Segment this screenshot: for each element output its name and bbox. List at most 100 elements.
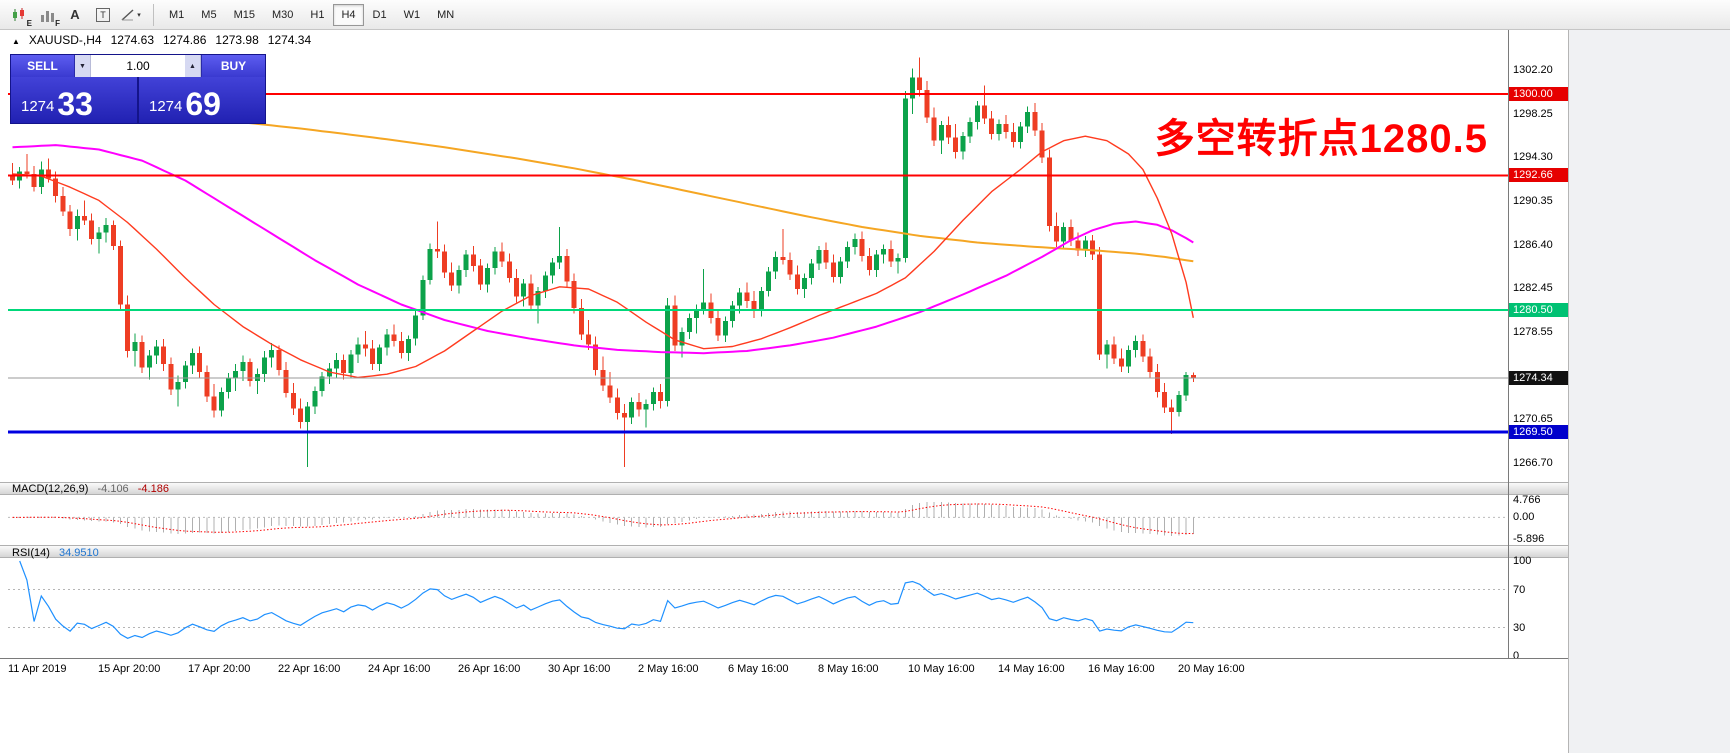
price-tick-label: 1286.40 [1513,238,1553,251]
drawing-tools-dropdown[interactable]: ▾ [118,3,144,27]
time-axis-label: 6 May 16:00 [728,663,789,675]
time-axis-label: 16 May 16:00 [1088,663,1155,675]
timeframe-button-H1[interactable]: H1 [310,8,325,21]
price-level-badge: 1269.50 [1509,424,1568,439]
sell-price-main: 1274 [21,98,55,115]
volume-increase-button[interactable]: ▲ [185,55,201,77]
price-tick-label: 1290.35 [1513,194,1553,207]
timeframe-button-W1[interactable]: W1 [403,8,421,21]
trendline-icon [121,8,134,21]
candlestick-chart-icon [13,7,24,21]
chart-text-annotation: 多空转折点1280.5 [1154,117,1488,161]
time-axis-label: 15 Apr 20:00 [98,663,161,675]
macd-scale-label: -5.896 [1513,533,1545,545]
rsi-title: RSI(14) [12,547,50,559]
sell-price-display[interactable]: 1274 33 [11,77,137,123]
chevron-down-icon: ▾ [137,11,141,19]
time-axis-label: 26 Apr 16:00 [458,663,521,675]
time-axis[interactable]: 11 Apr 2019 15 Apr 20:00 17 Apr 20:00 22 Ap… [0,658,1568,680]
main-toolbar: E F A T ▾ M1 M5 M15 M30 H1 H4 D1 W1 MN [0,0,1730,30]
macd-scale-label: 4.766 [1513,494,1541,506]
timeframe-button-H4[interactable]: H4 [333,3,364,26]
chart-marker-icon: ▲ [12,37,20,46]
text-label-tool-icon[interactable]: T [90,3,116,27]
rsi-scale-label: 0 [1513,650,1520,662]
timeframe-button-M30[interactable]: M30 [271,8,294,21]
macd-signal-line [12,503,1194,535]
time-axis-label: 10 May 16:00 [908,663,975,675]
volume-decrease-button[interactable]: ▼ [75,55,91,77]
volume-input[interactable] [91,55,185,77]
close-value: 1274.34 [267,33,312,47]
high-value: 1274.86 [163,33,207,47]
timeframe-button-M15[interactable]: M15 [233,8,255,21]
current-price-badge: 1274.34 [1509,371,1568,386]
open-value: 1274.63 [110,33,154,47]
low-value: 1273.98 [215,33,259,47]
price-tick-label: 1294.30 [1513,151,1553,164]
workspace-background [1568,30,1730,753]
symbol-timeframe: XAUUSD-,H4 [28,33,102,47]
ohlc-info-line: ▲ XAUUSD-,H4 1274.63 1274.86 1273.98 1274.34 [12,33,320,47]
time-axis-label: 11 Apr 2019 [8,663,67,675]
timeframe-button-D1[interactable]: D1 [372,8,387,21]
ea-script-e-icon[interactable]: E [6,3,32,28]
buy-price-display[interactable]: 1274 69 [137,77,265,123]
rsi-panel-splitter[interactable] [0,545,1568,558]
price-chart-canvas[interactable] [8,30,1508,482]
rsi-line [19,560,1194,639]
price-level-badge: 1300.00 [1509,87,1568,102]
macd-panel-splitter[interactable] [0,482,1568,495]
timeframe-button-M1[interactable]: M1 [169,8,185,21]
sell-price-pips: 33 [57,86,93,122]
buy-price-pips: 69 [185,86,221,122]
macd-histogram [19,501,1194,536]
price-level-badge: 1292.66 [1509,168,1568,183]
icon-letter: E [26,18,32,28]
macd-main-value: -4.106 [97,483,129,495]
rsi-header: RSI(14) 34.9510 [12,547,99,559]
time-axis-label: 17 Apr 20:00 [188,663,251,675]
rsi-panel-canvas[interactable] [8,559,1508,658]
macd-signal-value: -4.186 [137,483,169,495]
price-tick-label: 1298.25 [1513,107,1553,120]
timeframe-button-MN[interactable]: MN [437,8,455,21]
macd-scale-label: 0.00 [1513,511,1535,524]
time-axis-label: 8 May 16:00 [818,663,879,675]
toolbar-separator [153,3,154,26]
time-axis-label: 20 May 16:00 [1178,663,1245,675]
candles-series [10,57,1196,468]
chart-window[interactable] [0,30,1568,753]
sell-button[interactable]: SELL [11,55,75,77]
buy-price-main: 1274 [149,98,183,115]
caret-up-icon: ▲ [189,62,196,70]
rsi-value: 34.9510 [58,547,99,559]
price-axis[interactable]: 1302.20 1298.25 1294.30 1290.35 1286.40 1282.… [1508,30,1568,662]
time-axis-label: 30 Apr 16:00 [548,663,611,675]
ea-script-f-icon[interactable]: F [34,3,60,28]
ma-fast-line[interactable] [12,135,1194,379]
macd-header: MACD(12,26,9) -4.106 -4.186 [12,483,169,495]
price-tick-label: 1282.45 [1513,282,1553,295]
price-tick-label: 1266.70 [1513,456,1553,469]
buy-button[interactable]: BUY [201,55,265,77]
rsi-scale-label: 100 [1513,555,1532,567]
time-axis-label: 24 Apr 16:00 [368,663,431,675]
price-tick-label: 1270.65 [1513,413,1553,426]
ma-slow-line[interactable] [228,119,1194,263]
time-axis-label: 22 Apr 16:00 [278,663,341,675]
icon-letter: F [55,18,60,28]
caret-down-icon: ▼ [79,62,86,70]
timeframe-button-M5[interactable]: M5 [201,8,217,21]
macd-panel-canvas[interactable] [8,495,1508,545]
price-level-badge: 1280.50 [1509,303,1568,317]
text-tool-icon[interactable]: A [70,7,80,22]
ma-mid-line[interactable] [12,144,1194,355]
price-tick-label: 1302.20 [1513,63,1553,76]
rsi-scale-label: 30 [1513,621,1526,634]
time-axis-label: 2 May 16:00 [638,663,699,675]
one-click-trading-panel: SELL ▼ ▲ BUY 1274 33 1274 69 [10,54,266,124]
macd-title: MACD(12,26,9) [12,483,89,495]
timeframe-toolbar: M1 M5 M15 M30 H1 H4 D1 W1 MN [161,3,462,26]
price-tick-label: 1278.55 [1513,325,1553,338]
